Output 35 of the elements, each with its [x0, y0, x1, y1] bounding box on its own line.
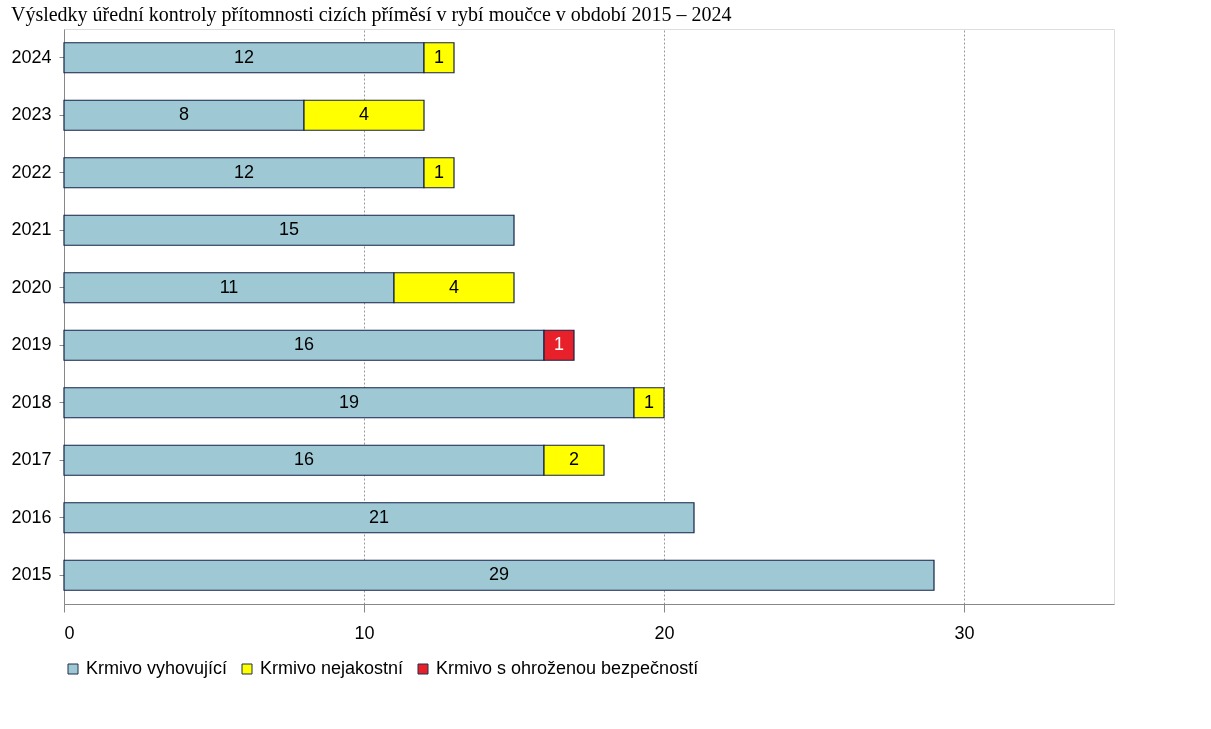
data-label: 16: [293, 334, 315, 355]
y-tick-label: 2017: [11, 449, 52, 470]
data-label: 1: [433, 46, 445, 67]
y-tick-label: 2019: [11, 334, 52, 355]
y-tick-label: 2023: [11, 104, 52, 125]
data-label: 12: [233, 161, 255, 182]
legend-label: Krmivo s ohroženou bezpečností: [436, 658, 699, 678]
data-label: 16: [293, 449, 315, 470]
y-tick-label: 2022: [11, 161, 52, 182]
x-tick-label: 30: [954, 622, 975, 643]
data-label: 12: [233, 46, 255, 67]
data-label: 4: [448, 276, 460, 297]
data-label: 4: [358, 104, 370, 125]
y-tick-label: 2018: [11, 391, 52, 412]
legend-label: Krmivo nejakostní: [260, 658, 404, 678]
y-tick-label: 2016: [11, 506, 52, 527]
data-label: 1: [643, 391, 655, 412]
y-tick-label: 2021: [11, 219, 52, 240]
y-tick-label: 2015: [11, 564, 52, 585]
data-label: 21: [368, 506, 390, 527]
y-tick-label: 2024: [11, 46, 52, 67]
legend-label: Krmivo vyhovující: [86, 658, 228, 678]
y-tick-label: 2020: [11, 276, 52, 297]
x-tick-label: 0: [64, 622, 75, 643]
data-label: 15: [278, 219, 300, 240]
data-label: 8: [178, 104, 190, 125]
x-tick-label: 20: [654, 622, 675, 643]
data-label: 11: [219, 276, 239, 297]
data-label: 2: [568, 449, 580, 470]
x-tick-label: 10: [354, 622, 375, 643]
data-label: 1: [553, 334, 565, 355]
chart-title: Výsledky úřední kontroly přítomnosti cizích příměsí v rybí moučce v období 2015 – 2024: [10, 3, 732, 26]
data-label: 29: [488, 564, 510, 585]
data-label: 1: [433, 161, 445, 182]
data-label: 19: [338, 391, 360, 412]
